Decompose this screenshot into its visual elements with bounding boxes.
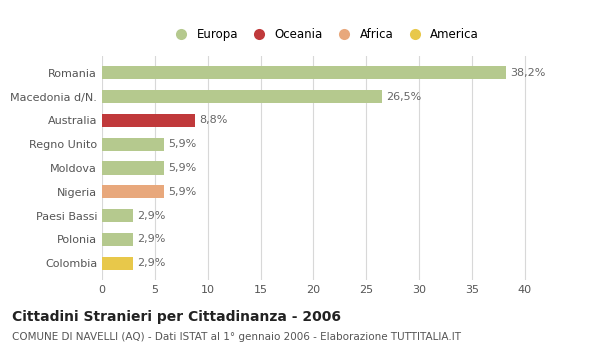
Bar <box>102 114 195 127</box>
Bar <box>102 66 506 79</box>
Text: 2,9%: 2,9% <box>137 211 165 220</box>
Text: 2,9%: 2,9% <box>137 234 165 244</box>
Bar <box>102 233 133 246</box>
Bar <box>102 209 133 222</box>
Bar <box>102 185 164 198</box>
Text: 5,9%: 5,9% <box>169 187 197 197</box>
Legend: Europa, Oceania, Africa, America: Europa, Oceania, Africa, America <box>167 26 481 44</box>
Text: 38,2%: 38,2% <box>510 68 545 78</box>
Bar <box>102 90 382 103</box>
Text: 2,9%: 2,9% <box>137 258 165 268</box>
Text: 26,5%: 26,5% <box>386 92 422 102</box>
Text: 5,9%: 5,9% <box>169 139 197 149</box>
Bar <box>102 257 133 270</box>
Text: Cittadini Stranieri per Cittadinanza - 2006: Cittadini Stranieri per Cittadinanza - 2… <box>12 310 341 324</box>
Text: 8,8%: 8,8% <box>199 116 227 125</box>
Bar <box>102 161 164 175</box>
Bar <box>102 138 164 151</box>
Text: 5,9%: 5,9% <box>169 163 197 173</box>
Text: COMUNE DI NAVELLI (AQ) - Dati ISTAT al 1° gennaio 2006 - Elaborazione TUTTITALIA: COMUNE DI NAVELLI (AQ) - Dati ISTAT al 1… <box>12 332 461 342</box>
